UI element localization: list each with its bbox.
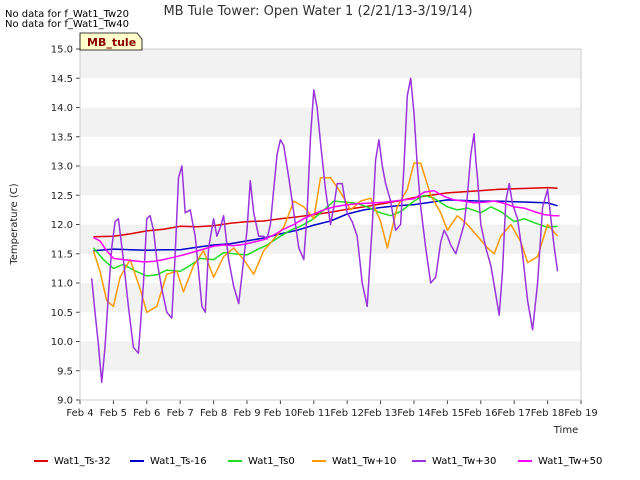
y-tick-label: 13.5	[51, 132, 73, 143]
x-tick-label: Feb 11	[297, 408, 331, 419]
x-tick-label: Feb 16	[464, 408, 498, 419]
plot-frame	[79, 48, 582, 401]
y-tick-label: 15.0	[51, 45, 73, 56]
x-tick-label: Feb 17	[497, 408, 531, 419]
y-tick-label: 10.0	[51, 337, 73, 348]
legend: Wat1_Ts-32 Wat1_Ts-16 Wat1_Ts0 Wat1_Tw+10 Wa…	[34, 456, 602, 467]
x-tick-label: Feb 7	[167, 408, 194, 419]
y-tick-label: 14.5	[51, 74, 73, 85]
x-tick-label: Feb 10	[264, 408, 298, 419]
x-tick-label: Feb 15	[431, 408, 465, 419]
x-tick-label: Feb 4	[66, 408, 93, 419]
y-tick-label: 9.0	[57, 396, 73, 407]
legend-item: Wat1_Ts0	[228, 456, 295, 467]
x-tick-label: Feb 14	[397, 408, 431, 419]
no-data-note-2: No data for f_Wat1_Tw40	[5, 19, 129, 30]
no-data-note-1: No data for f_Wat1_Tw20	[5, 9, 129, 20]
grid-band	[80, 341, 581, 371]
series-line-wat1-tw-50	[93, 189, 560, 263]
axis-ticks: Feb 4 Feb 5 Feb 6 Feb 7 Feb 8 Feb 9 Feb 10 Feb …	[51, 45, 598, 420]
legend-label: Wat1_Ts-32	[54, 456, 111, 467]
x-tick-label: Feb 12	[330, 408, 364, 419]
series-line-wat1-ts-32	[93, 186, 558, 238]
x-tick-label: Feb 5	[100, 408, 127, 419]
background-bands	[80, 49, 581, 371]
y-tick-label: 12.5	[51, 191, 73, 202]
station-badge-label: MB_tule	[87, 36, 136, 49]
y-tick-label: 10.5	[51, 308, 73, 319]
y-tick-label: 14.0	[51, 103, 73, 114]
x-tick-label: Feb 8	[200, 408, 227, 419]
legend-item: Wat1_Ts-16	[130, 456, 207, 467]
station-badge: MB_tule	[79, 32, 143, 51]
grid-band	[80, 166, 581, 196]
y-axis-label: Temperature (C)	[9, 183, 20, 265]
legend-label: Wat1_Tw+10	[332, 456, 396, 467]
legend-label: Wat1_Ts0	[248, 456, 295, 467]
series-line-wat1-tw-30	[90, 77, 559, 384]
y-tick-label: 11.0	[51, 279, 73, 290]
x-tick-label: Feb 9	[233, 408, 260, 419]
series-lines	[90, 77, 560, 384]
x-tick-label: Feb 13	[364, 408, 398, 419]
x-tick-label: Feb 19	[564, 408, 598, 419]
legend-label: Wat1_Ts-16	[150, 456, 207, 467]
chart-title: MB Tule Tower: Open Water 1 (2/21/13-3/1…	[163, 4, 472, 19]
legend-item: Wat1_Tw+10	[312, 456, 396, 467]
legend-item: Wat1_Tw+50	[518, 456, 602, 467]
y-tick-label: 11.5	[51, 249, 73, 260]
x-tick-label: Feb 18	[531, 408, 565, 419]
legend-item: Wat1_Tw+30	[412, 456, 496, 467]
legend-label: Wat1_Tw+30	[432, 456, 496, 467]
x-axis-label: Time	[553, 425, 578, 436]
legend-label: Wat1_Tw+50	[538, 456, 602, 467]
legend-item: Wat1_Ts-32	[34, 456, 111, 467]
y-tick-label: 12.0	[51, 220, 73, 231]
grid-band	[80, 107, 581, 137]
grid-band	[80, 49, 581, 79]
y-tick-label: 13.0	[51, 162, 73, 173]
y-tick-label: 9.5	[57, 366, 73, 377]
x-tick-label: Feb 6	[133, 408, 160, 419]
